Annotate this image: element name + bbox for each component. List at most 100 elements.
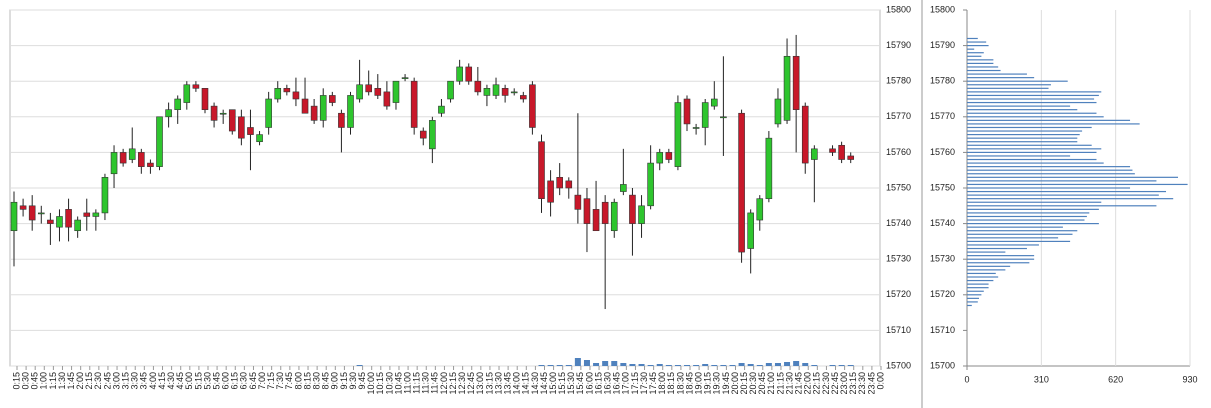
x-tick-label: 17:30 [639, 372, 649, 395]
candle-body [801, 105, 809, 164]
x-tick-label: 0:45 [30, 372, 40, 390]
candle-body [301, 98, 309, 114]
x-tick-label: 23:45 [866, 372, 876, 395]
candle-body [47, 219, 54, 224]
profile-bar [967, 116, 1104, 118]
volume-bar [356, 365, 363, 366]
y-tick-label: 15750 [886, 182, 911, 192]
candle-body [765, 137, 773, 199]
profile-bar [967, 112, 1097, 114]
profile-bar [967, 187, 1131, 189]
profile-bar [967, 183, 1188, 186]
profile-bar [967, 144, 1092, 146]
candle-body [738, 112, 745, 253]
profile-bar [967, 84, 1051, 86]
profile-bar [967, 283, 989, 285]
x-tick-label: 2:30 [93, 372, 103, 390]
profile-bar [967, 198, 1174, 200]
x-tick-label: 11:30 [421, 372, 431, 394]
profile-bar [967, 201, 1102, 203]
candle-body [192, 84, 200, 89]
y-tick-label: 15770 [886, 111, 911, 121]
x-tick-label: 23:00 [839, 372, 849, 395]
candle-body [692, 127, 700, 129]
x-tick-label: 20:45 [757, 372, 767, 395]
candle-body [28, 205, 36, 221]
x-tick-label: 9:45 [357, 372, 367, 390]
y-tick-label: 15760 [930, 147, 955, 157]
x-tick-label: 1:15 [48, 372, 58, 390]
x-tick-label: 21:00 [766, 372, 776, 395]
volume-bar [674, 365, 681, 366]
candle-body [774, 98, 782, 125]
x-tick-label: 19:45 [721, 372, 731, 395]
candle-body [310, 105, 318, 121]
profile-bar [967, 62, 994, 64]
candle-body [583, 198, 591, 224]
candle-body [283, 88, 291, 93]
profile-bar [967, 123, 1140, 125]
x-tick-label: 6:30 [239, 372, 249, 390]
candle-body [101, 177, 109, 214]
profile-bar [967, 69, 1001, 72]
volume-bar [702, 364, 709, 366]
candle-body [356, 84, 363, 100]
profile-bar [967, 251, 1006, 253]
volume-bar [574, 358, 581, 366]
profile-bar [967, 45, 989, 47]
x-tick-label: 23:15 [848, 372, 858, 395]
x-tick-label: 6:15 [230, 372, 240, 390]
candle-body [165, 109, 172, 118]
volume-bar [565, 365, 572, 366]
x-tick-label: 15:45 [575, 372, 585, 395]
candle-body [238, 116, 245, 139]
candle-body [647, 162, 654, 207]
profile-bar [967, 219, 1085, 221]
profile-bar [967, 166, 1131, 168]
profile-bar [967, 158, 1097, 161]
candle-body [374, 88, 382, 96]
candle-body [110, 152, 118, 175]
candle-body [574, 194, 582, 210]
volume-bar [593, 363, 600, 366]
candle-body [665, 152, 673, 160]
y-tick-label: 15790 [886, 40, 911, 50]
profile-bar [967, 265, 1011, 267]
x-tick-label: 3:15 [121, 372, 131, 390]
x-tick-label: 18:15 [666, 372, 676, 395]
x-tick-label: 13:30 [493, 372, 503, 395]
x-tick-label: 20:30 [748, 372, 758, 395]
candle-body [65, 209, 72, 228]
candle-body [92, 212, 100, 217]
x-tick-label: 7:00 [257, 372, 267, 390]
volume-bar [847, 365, 854, 366]
volume-bar [756, 365, 763, 366]
profile-bar [967, 262, 1030, 264]
x-tick-label: 0:00 [875, 372, 885, 390]
x-tick-label: 20:15 [739, 372, 749, 395]
volume-bar [711, 365, 718, 366]
candle-body [56, 216, 63, 228]
volume-bar [684, 365, 691, 366]
x-tick-label: 310 [1034, 374, 1049, 384]
candle-body [419, 130, 427, 139]
profile-bar [967, 169, 1133, 171]
profile-bar [967, 48, 975, 50]
volume-bar [774, 363, 781, 366]
x-tick-label: 8:45 [321, 372, 331, 390]
candle-body [228, 109, 236, 132]
x-tick-label: 11:45 [430, 372, 440, 394]
profile-bar [967, 80, 1068, 82]
x-tick-label: 16:30 [603, 372, 613, 395]
candle-body [147, 162, 154, 167]
candle-body [10, 201, 18, 232]
x-tick-label: 8:00 [293, 372, 303, 390]
x-tick-label: 21:45 [794, 372, 804, 395]
x-tick-label: 10:15 [375, 372, 385, 395]
profile-bar [967, 287, 989, 289]
x-tick-label: 1:00 [39, 372, 49, 390]
x-tick-label: 17:00 [621, 372, 631, 395]
y-tick-label: 15800 [886, 4, 911, 14]
volume-bar [811, 365, 818, 366]
x-tick-label: 8:15 [302, 372, 312, 390]
